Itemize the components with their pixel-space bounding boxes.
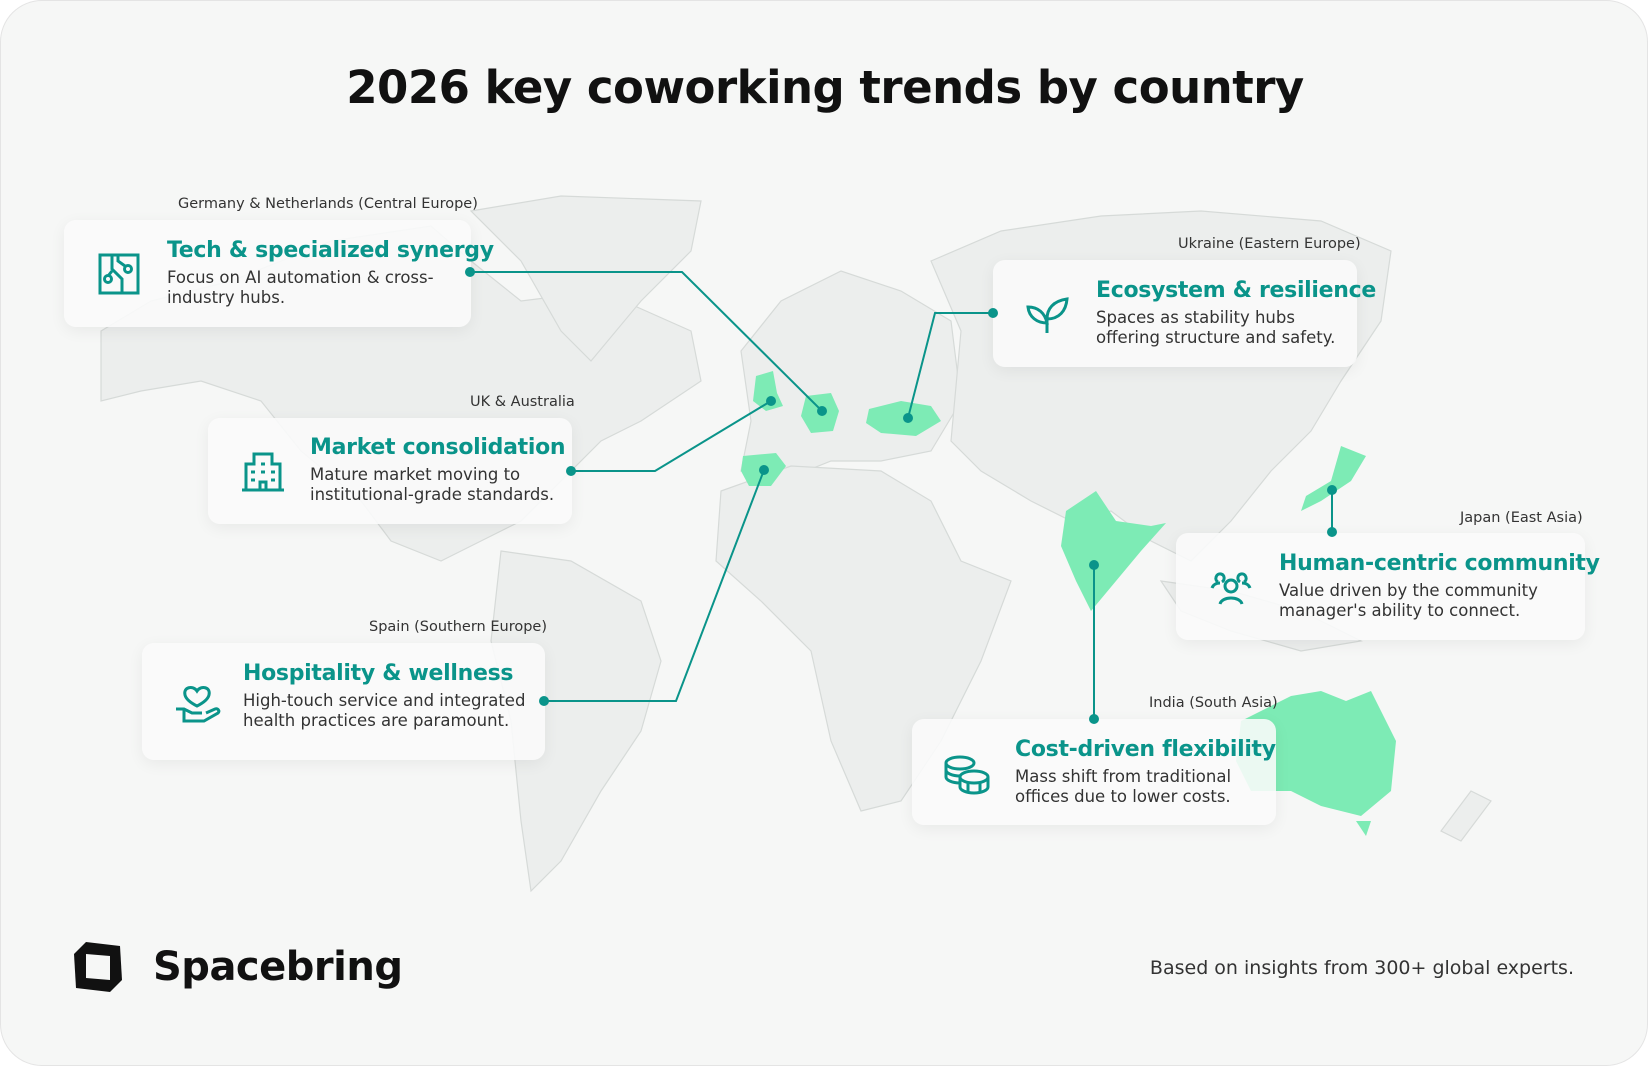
footer-note: Based on insights from 300+ global exper… — [1149, 957, 1574, 979]
pin-uk — [766, 396, 776, 406]
spacebring-logo-icon — [74, 942, 122, 992]
region-label-uk-australia: UK & Australia — [470, 394, 575, 410]
connector-spain — [544, 469, 765, 702]
region-label-central-europe: Germany & Netherlands (Central Europe) — [178, 196, 478, 212]
pin-dot — [1327, 527, 1337, 537]
region-label-east-asia: Japan (East Asia) — [1460, 510, 1583, 526]
hand-heart-icon — [176, 685, 221, 722]
pin-dot — [1089, 714, 1099, 724]
coins-icon — [944, 755, 990, 795]
country-australia — [1236, 691, 1396, 816]
building-icon — [242, 452, 284, 492]
trend-card-tech: Tech & specialized synergy Focus on AI a… — [64, 220, 494, 327]
region-label-southern-europe: Spain (Southern Europe) — [369, 619, 547, 635]
brand-name: Spacebring — [153, 944, 403, 990]
connector-germany — [470, 271, 823, 412]
connector-uk — [571, 400, 772, 472]
europe — [740, 270, 962, 482]
pin-dot — [566, 466, 576, 476]
country-japan — [1301, 446, 1366, 511]
pin-dot — [988, 308, 998, 318]
people-icon — [1210, 571, 1252, 605]
trend-desc: High-touch service and integrated health… — [243, 691, 526, 730]
trend-desc: Value driven by the community manager's … — [1279, 581, 1538, 620]
trend-title: Tech & specialized synergy — [167, 238, 494, 263]
pin-japan — [1327, 485, 1337, 495]
pin-germany — [817, 406, 827, 416]
pin-dot — [465, 267, 475, 277]
trend-desc: Mature market moving to institutional-gr… — [310, 465, 555, 504]
region-label-eastern-europe: Ukraine (Eastern Europe) — [1178, 236, 1361, 252]
trend-card-ecosystem: Ecosystem & resilience Spaces as stabili… — [993, 260, 1376, 367]
region-label-south-asia: India (South Asia) — [1149, 695, 1278, 711]
trend-title: Market consolidation — [310, 435, 566, 460]
trend-card-cost: Cost-driven flexibility Mass shift from … — [912, 719, 1276, 825]
connector-ukraine — [907, 312, 993, 419]
trend-title: Ecosystem & resilience — [1096, 278, 1377, 303]
pin-ukraine — [903, 413, 913, 423]
trend-desc: Spaces as stability hubs offering struct… — [1096, 308, 1336, 347]
country-india — [1061, 491, 1166, 611]
trend-title: Hospitality & wellness — [243, 661, 514, 686]
trend-card-market: Market consolidation Mature market movin… — [208, 418, 572, 524]
trend-title: Cost-driven flexibility — [1015, 737, 1276, 762]
trend-title: Human-centric community — [1279, 551, 1600, 576]
greenland — [469, 195, 702, 362]
pin-india — [1089, 560, 1099, 570]
pin-spain — [759, 465, 769, 475]
trend-card-community: Human-centric community Value driven by … — [1176, 533, 1600, 640]
leaves-icon — [1026, 296, 1069, 333]
country-tasmania — [1356, 821, 1371, 836]
circuit-icon — [98, 253, 140, 294]
trend-desc: Mass shift from traditional offices due … — [1015, 767, 1232, 806]
trend-desc: Focus on AI automation & cross-industry … — [167, 268, 434, 307]
new-zealand — [1440, 790, 1492, 842]
pin-dot — [539, 696, 549, 706]
trend-card-hospitality: Hospitality & wellness High-touch servic… — [142, 643, 545, 760]
page-title: 2026 key coworking trends by country — [346, 61, 1304, 114]
